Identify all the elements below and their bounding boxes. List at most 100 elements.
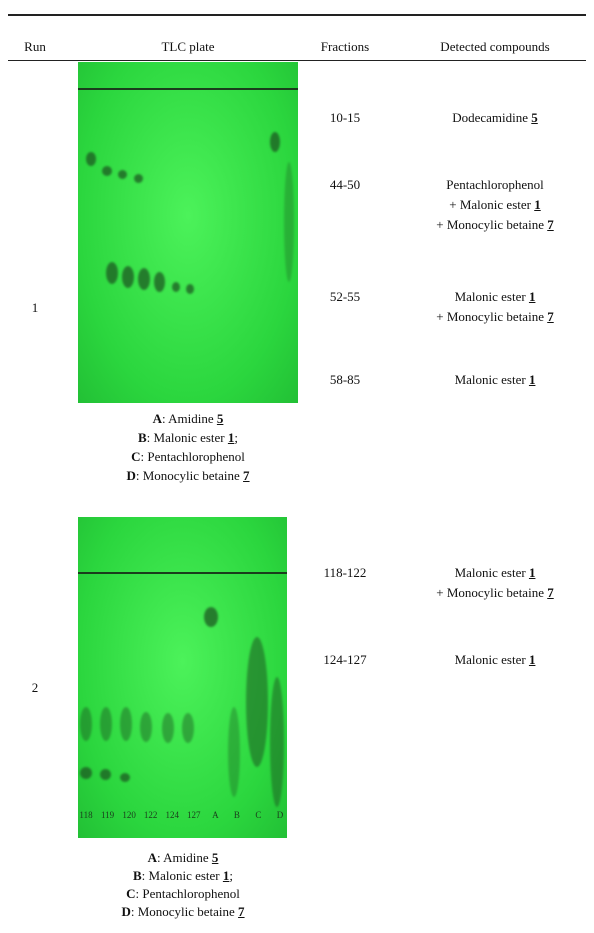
spot — [106, 262, 118, 284]
spot — [102, 166, 112, 176]
spot — [100, 707, 112, 741]
lane-label: D — [276, 810, 284, 820]
compound-line: Malonic ester 1 — [455, 564, 536, 582]
fraction-range: 124-127 — [323, 652, 367, 667]
spot — [118, 170, 127, 179]
compound-number: 1 — [227, 430, 235, 445]
compound-name: + Monocylic betaine — [436, 217, 544, 232]
lane-label: 122 — [143, 810, 158, 820]
lane-label: C — [255, 810, 262, 820]
compound-name: + Monocylic betaine — [436, 585, 544, 600]
compound-line: Dodecamidine 5 — [452, 109, 538, 127]
spot — [134, 174, 143, 183]
compound-number: 5 — [216, 411, 224, 426]
spot — [186, 284, 194, 294]
spot — [120, 773, 130, 782]
top-rule — [8, 14, 586, 16]
spot — [100, 769, 111, 780]
legend-line: C: Pentachlorophenol — [126, 885, 240, 903]
column-header: Detected compounds — [440, 39, 550, 54]
compound-name: Malonic ester — [454, 372, 526, 387]
compound-number: 1 — [534, 197, 541, 212]
run-number: 2 — [31, 680, 39, 695]
legend-key: A — [152, 411, 162, 426]
compound-number: 5 — [531, 110, 538, 125]
spot — [154, 272, 165, 292]
legend-key: A — [147, 850, 157, 865]
legend-text: : Monocylic betaine — [135, 468, 240, 483]
lane-label: 120 — [122, 810, 136, 820]
compound-name: Dodecamidine — [452, 110, 529, 125]
lane-label: 127 — [187, 810, 201, 820]
fraction-range: 52-55 — [329, 289, 361, 304]
spot — [270, 132, 280, 152]
lane-label: B — [233, 810, 240, 820]
tlc-plate-1 — [78, 62, 298, 403]
legend-key: D — [121, 904, 131, 919]
legend-text: : Amidine — [162, 411, 214, 426]
legend-line: A: Amidine 5 — [153, 410, 224, 428]
spot — [172, 282, 180, 292]
compound-number: 7 — [547, 309, 554, 324]
compound-name: + Monocylic betaine — [436, 309, 544, 324]
compound-number: 1 — [222, 868, 230, 883]
spot — [246, 637, 268, 767]
spot — [162, 713, 174, 743]
column-header: TLC plate — [161, 39, 215, 54]
legend-text: : Pentachlorophenol — [135, 886, 240, 901]
lane-label: 118 — [79, 810, 93, 820]
fraction-range: 118-122 — [323, 565, 367, 580]
compound-name: Malonic ester — [454, 289, 526, 304]
tlc-plate-2 — [78, 517, 287, 838]
spot — [80, 767, 92, 779]
fraction-range: 58-85 — [329, 372, 361, 387]
spot — [140, 712, 152, 742]
compound-number: 5 — [211, 850, 219, 865]
compound-name: + Malonic ester — [449, 197, 531, 212]
legend-text: : Malonic ester — [141, 868, 220, 883]
legend-line: B: Malonic ester 1; — [138, 429, 238, 447]
spot — [228, 707, 240, 797]
header-rule — [8, 60, 586, 61]
compound-line: Malonic ester 1 — [455, 288, 536, 306]
compound-name: Malonic ester — [454, 652, 526, 667]
legend-text: : Pentachlorophenol — [140, 449, 245, 464]
legend-text: : Monocylic betaine — [130, 904, 235, 919]
legend-line: D: Monocylic betaine 7 — [126, 467, 249, 485]
compound-line: + Monocylic betaine 7 — [436, 584, 553, 602]
compound-name: Malonic ester — [454, 565, 526, 580]
compound-name: Pentachlorophenol — [446, 177, 544, 192]
compound-line: Malonic ester 1 — [455, 371, 536, 389]
legend-key: D — [126, 468, 136, 483]
compound-line: + Malonic ester 1 — [449, 196, 540, 214]
legend-text: : Amidine — [157, 850, 209, 865]
column-header: Fractions — [320, 39, 370, 54]
fraction-range: 44-50 — [329, 177, 361, 192]
spot — [182, 713, 194, 743]
legend-text: : Malonic ester — [146, 430, 225, 445]
lane-label: 124 — [165, 810, 179, 820]
legend-key: B — [137, 430, 147, 445]
lane-label: 119 — [100, 810, 115, 820]
compound-number: 7 — [547, 217, 554, 232]
column-header: Run — [24, 39, 46, 54]
compound-line: + Monocylic betaine 7 — [436, 308, 553, 326]
compound-number: 7 — [238, 904, 245, 919]
legend-key: C — [131, 449, 141, 464]
compound-line: Malonic ester 1 — [455, 651, 536, 669]
spot — [270, 677, 284, 807]
spot — [86, 152, 96, 166]
compound-number: 7 — [547, 585, 554, 600]
spot — [138, 268, 150, 290]
spot — [120, 707, 132, 741]
compound-number: 1 — [528, 372, 536, 387]
legend-line: D: Monocylic betaine 7 — [121, 903, 244, 921]
legend-key: B — [132, 868, 142, 883]
spot — [122, 266, 134, 288]
legend-line: C: Pentachlorophenol — [131, 448, 245, 466]
spot — [204, 607, 218, 627]
lane-label: A — [212, 810, 219, 820]
compound-number: 1 — [528, 289, 536, 304]
compound-line: Pentachlorophenol — [446, 176, 543, 194]
legend-line: A: Amidine 5 — [148, 849, 219, 867]
